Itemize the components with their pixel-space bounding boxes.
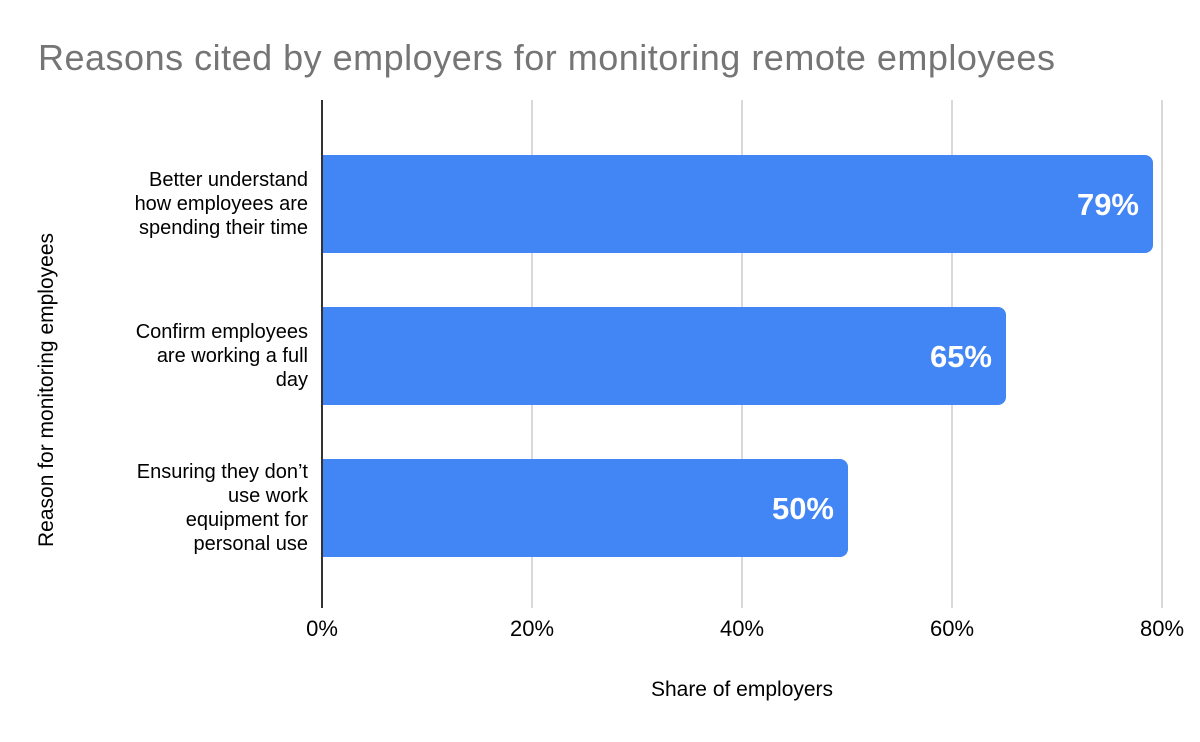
chart-title: Reasons cited by employers for monitorin… [38, 37, 1056, 78]
category-label-line: how employees are [134, 193, 308, 215]
category-label-line: use work [227, 485, 308, 507]
category-label-line: are working a full [156, 345, 308, 367]
category-label-line: day [275, 369, 308, 391]
category-label-line: equipment for [185, 509, 308, 531]
bar-value-label: 79% [1076, 186, 1139, 222]
x-axis-tick-labels: 0% 20% 40% 60% 80% [0, 616, 1200, 644]
bar: 50% [323, 459, 848, 557]
x-axis-title: Share of employers [650, 678, 834, 701]
gridline [1161, 100, 1163, 608]
category-label-line: Confirm employees [135, 321, 308, 343]
x-tick-label: 60% [929, 616, 975, 641]
bar: 65% [323, 307, 1006, 405]
category-label-line: Better understand [149, 169, 308, 191]
category-label-line: personal use [193, 533, 308, 555]
x-tick-label: 80% [1139, 616, 1185, 641]
category-label: Confirm employees are working a full day [40, 320, 308, 392]
category-label: Ensuring they don’t use work equipment for… [40, 460, 308, 556]
bar-value-label: 50% [771, 490, 834, 526]
plot-area: 79% 65% 50% [321, 100, 1170, 608]
y-axis-baseline [321, 100, 323, 608]
x-tick-label: 0% [306, 616, 338, 641]
category-label-line: spending their time [139, 217, 308, 239]
category-axis-labels: Better understand how employees are spendi… [40, 100, 308, 600]
x-tick-label: 40% [719, 616, 765, 641]
category-label: Better understand how employees are spendi… [40, 168, 308, 240]
x-tick-label: 20% [509, 616, 555, 641]
category-label-line: Ensuring they don’t [136, 461, 308, 483]
bar: 79% [323, 155, 1153, 253]
bar-value-label: 65% [929, 338, 992, 374]
